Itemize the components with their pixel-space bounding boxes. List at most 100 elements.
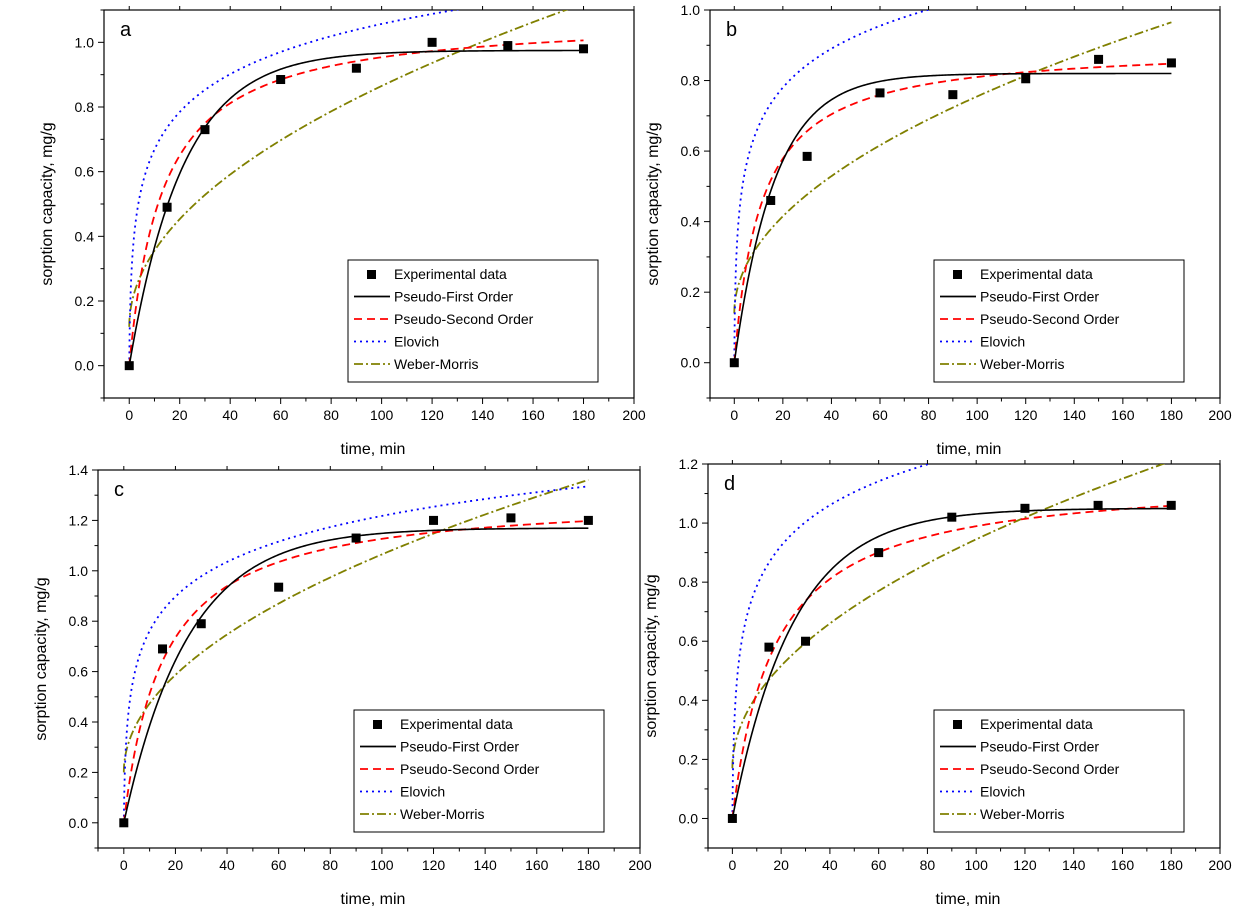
panel-label: b	[726, 19, 737, 41]
legend-label-elovich: Elovich	[980, 334, 1025, 350]
x-tick-label: 160	[1111, 407, 1135, 423]
legend-label-pfo: Pseudo-First Order	[980, 289, 1099, 305]
legend-box	[933, 259, 1185, 383]
data-point-experimental	[351, 63, 361, 73]
data-point-experimental	[158, 644, 168, 654]
x-tick-label: 120	[1013, 857, 1037, 873]
model-curves	[122, 479, 589, 823]
y-tick-label: 0.6	[75, 164, 95, 180]
x-tick-label: 180	[572, 407, 596, 423]
data-point-experimental	[729, 358, 739, 368]
y-tick-label: 0.0	[69, 815, 89, 831]
x-tick-label: 160	[1111, 857, 1135, 873]
legend-label-weber: Weber-Morris	[394, 356, 479, 372]
data-point-experimental	[200, 125, 210, 135]
panel-label: d	[724, 473, 735, 495]
data-point-experimental	[727, 813, 737, 823]
data-point-experimental	[1166, 500, 1176, 510]
x-tick-label: 160	[521, 407, 545, 423]
legend-box	[347, 259, 599, 383]
data-point-experimental	[503, 41, 513, 51]
legend-label-weber: Weber-Morris	[980, 356, 1065, 372]
y-tick-label: 0.4	[75, 228, 95, 244]
x-tick-label: 200	[1208, 407, 1232, 423]
plot-frame	[707, 463, 1221, 849]
y-tick-label: 1.2	[679, 456, 699, 472]
x-tick-label: 0	[125, 407, 133, 423]
x-tick-label: 180	[1160, 857, 1184, 873]
data-point-experimental	[506, 513, 516, 523]
data-point-experimental	[583, 515, 593, 525]
data-point-experimental	[1166, 58, 1176, 68]
legend-box	[353, 709, 605, 833]
data-point-experimental	[162, 202, 172, 212]
series-line-pso	[733, 62, 1172, 363]
legend-label-experimental: Experimental data	[980, 716, 1093, 732]
series-line-weber	[122, 479, 589, 773]
y-tick-label: 0.6	[681, 143, 701, 159]
legend: Experimental data Pseudo-First Order Pseud…	[347, 259, 599, 383]
chart-panel-b: 0 20 40 60 80 100 120 140 160 180 200 0.0 0.2 0.4 0.6 0…	[645, 2, 1232, 458]
x-tick-label: 180	[1160, 407, 1184, 423]
x-tick-label: 180	[577, 857, 601, 873]
x-tick-label: 160	[525, 857, 549, 873]
series-line-pfo	[733, 72, 1172, 363]
panel-label: a	[120, 19, 132, 41]
y-tick-label: 0.8	[69, 613, 89, 629]
data-point-experimental	[351, 533, 361, 543]
series-line-pso	[128, 39, 584, 366]
data-point-experimental	[1093, 500, 1103, 510]
x-tick-label: 140	[1062, 857, 1086, 873]
series-line-pso	[731, 504, 1172, 819]
y-tick-label: 0.0	[75, 358, 95, 374]
legend-label-elovich: Elovich	[980, 784, 1025, 800]
series-line-elovich	[731, 464, 932, 819]
chart-panel-c: 0 20 40 60 80 100 120 140 160 180 200 0.0 0.2 0.4 0.6 0…	[33, 462, 652, 908]
legend-label-pfo: Pseudo-First Order	[400, 739, 519, 755]
y-tick-label: 0.8	[75, 99, 95, 115]
x-tick-label: 100	[965, 407, 989, 423]
panel-label: c	[114, 479, 124, 501]
legend-label-pso: Pseudo-Second Order	[400, 761, 540, 777]
y-tick-label: 0.0	[681, 355, 701, 371]
y-axis-title: sorption capacity, mg/g	[643, 574, 660, 737]
series-line-pfo	[731, 507, 1172, 819]
y-axis-title: sorption capacity, mg/g	[645, 122, 662, 285]
x-tick-label: 60	[271, 857, 287, 873]
y-tick-label: 1.0	[679, 515, 699, 531]
data-point-experimental	[801, 636, 811, 646]
x-tick-label: 20	[775, 407, 791, 423]
y-tick-label: 0.8	[681, 73, 701, 89]
x-tick-label: 40	[824, 407, 840, 423]
data-point-experimental	[124, 361, 134, 371]
x-tick-label: 120	[420, 407, 444, 423]
x-tick-label: 0	[730, 407, 738, 423]
legend-label-experimental: Experimental data	[394, 266, 507, 282]
legend-symbol-experimental	[373, 720, 382, 729]
data-point-experimental	[1021, 74, 1031, 84]
y-axis-title: sorption capacity, mg/g	[33, 577, 50, 740]
data-point-experimental	[119, 818, 129, 828]
x-tick-label: 80	[921, 407, 937, 423]
legend-label-experimental: Experimental data	[980, 266, 1093, 282]
data-point-experimental	[427, 37, 437, 47]
x-tick-label: 200	[1208, 857, 1232, 873]
x-tick-label: 40	[822, 857, 838, 873]
y-tick-label: 1.0	[681, 2, 701, 18]
chart-panel-a: 0 20 40 60 80 100 120 140 160 180 200 0.0 0.2 0.4 0.6 0…	[39, 6, 646, 458]
x-tick-label: 120	[422, 857, 446, 873]
x-tick-label: 20	[773, 857, 789, 873]
x-tick-label: 60	[871, 857, 887, 873]
x-tick-label: 140	[473, 857, 497, 873]
legend-label-experimental: Experimental data	[400, 716, 513, 732]
data-point-experimental	[875, 88, 885, 98]
legend-symbol-experimental	[367, 270, 376, 279]
chart-panel-d: 0 20 40 60 80 100 120 140 160 180 200 0.0 0.2 0.4 0.6 0…	[643, 456, 1232, 908]
x-tick-label: 120	[1014, 407, 1038, 423]
plot-frame	[97, 469, 641, 849]
y-tick-label: 0.6	[679, 633, 699, 649]
model-curves	[731, 464, 1172, 819]
x-tick-label: 200	[622, 407, 646, 423]
x-tick-label: 0	[728, 857, 736, 873]
